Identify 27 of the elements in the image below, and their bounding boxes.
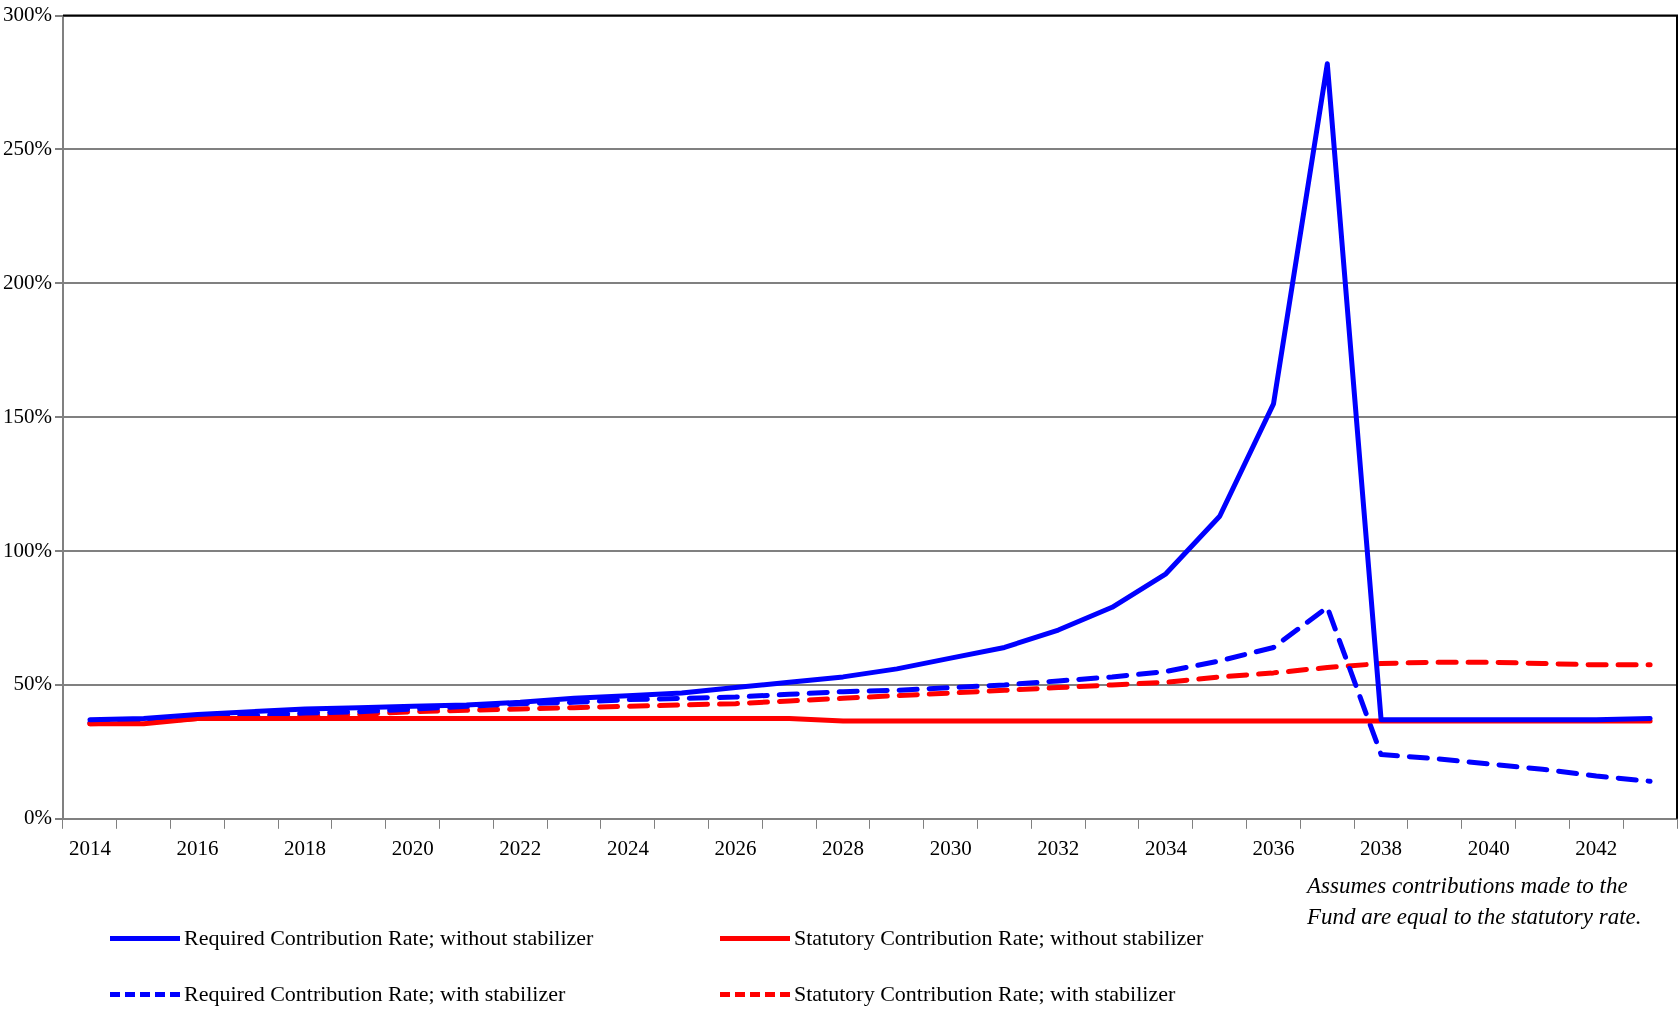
- y-tick-label: 300%: [2, 2, 52, 27]
- x-tick-label: 2026: [714, 835, 757, 860]
- x-tick-label: 2042: [1575, 835, 1618, 860]
- legend-label: Required Contribution Rate; with stabilizer: [184, 981, 566, 1007]
- y-tick-label: 100%: [2, 537, 52, 562]
- x-tick-label: 2032: [1037, 835, 1080, 860]
- text: Assumes contributions made to the Fund are equal to the statutory rate.: [1307, 872, 1643, 931]
- x-tick-label: 2028: [822, 835, 865, 860]
- y-tick-label: 0%: [23, 805, 52, 830]
- x-tick-label: 2014: [68, 835, 112, 860]
- x-tick-label: 2036: [1252, 835, 1295, 860]
- legend-label: Required Contribution Rate; without stabilizer: [184, 925, 594, 951]
- x-tick-label: 2016: [176, 835, 219, 860]
- legend-label: Statutory Contribution Rate; without stabilizer: [794, 925, 1204, 951]
- x-tick-label: 2040: [1467, 835, 1510, 860]
- x-tick-label: 2022: [499, 835, 542, 860]
- x-tick-label: 2020: [391, 835, 434, 860]
- x-tick-label: 2034: [1144, 835, 1188, 860]
- y-tick-label: 50%: [13, 671, 52, 696]
- x-tick-label: 2030: [929, 835, 972, 860]
- x-tick-label: 2038: [1360, 835, 1403, 860]
- y-tick-label: 200%: [2, 269, 52, 294]
- x-tick-label: 2024: [606, 835, 650, 860]
- y-tick-label: 150%: [2, 403, 52, 428]
- x-tick-label: 2018: [284, 835, 327, 860]
- y-tick-label: 250%: [2, 135, 52, 160]
- legend-label: Statutory Contribution Rate; with stabilizer: [794, 981, 1176, 1007]
